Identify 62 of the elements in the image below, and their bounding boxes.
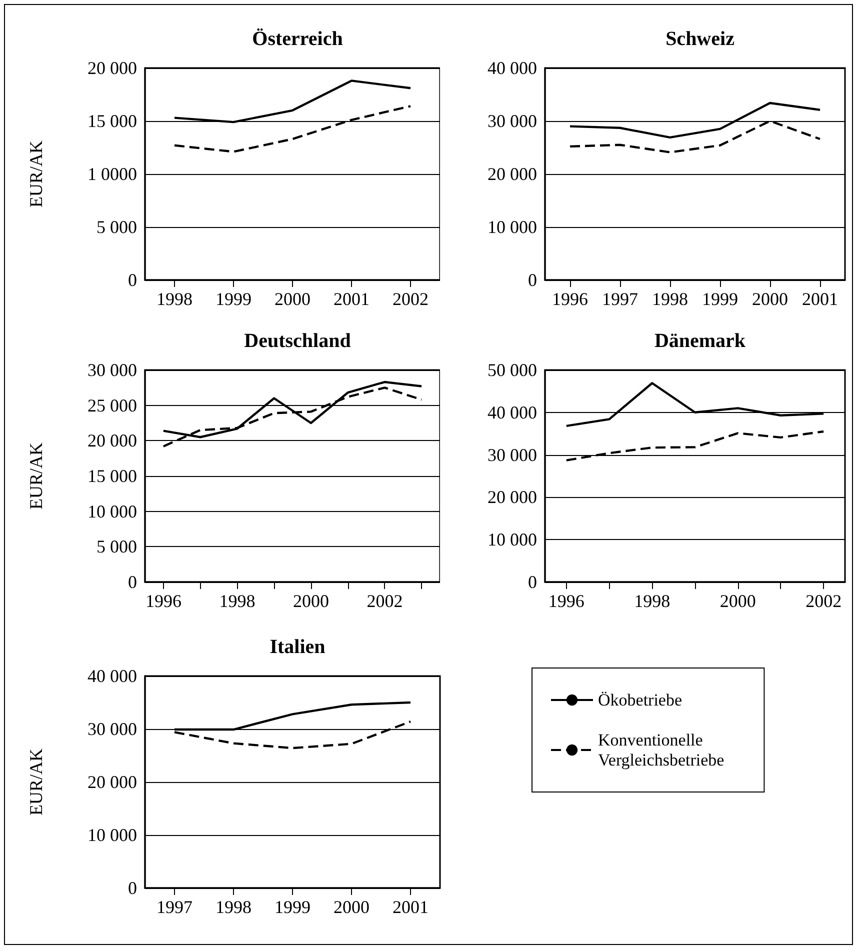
y-tick-label: 20 000 <box>88 772 137 792</box>
y-tick-label: 25 000 <box>88 395 137 416</box>
x-tick-label: 2002 <box>806 591 842 611</box>
x-tick-label: 1998 <box>219 591 256 611</box>
x-tick-label: 1998 <box>156 289 192 309</box>
y-tick-label: 10 000 <box>488 530 537 550</box>
y-tick-label: 40 000 <box>88 666 137 686</box>
x-tick-label: 1997 <box>156 897 192 917</box>
x-tick-label: 2000 <box>752 289 788 309</box>
y-tick-label: 30 000 <box>88 360 137 380</box>
y-tick-label: 0 <box>528 270 537 290</box>
y-tick-label: 30 000 <box>488 444 537 465</box>
x-tick-label: 1996 <box>145 591 182 611</box>
x-tick-label: 1999 <box>274 897 310 917</box>
x-tick-label: 1998 <box>634 591 670 611</box>
x-tick-label: 1998 <box>216 897 252 917</box>
y-tick-label: 40 000 <box>488 58 537 78</box>
x-tick-label: 2000 <box>274 289 310 309</box>
x-tick-label: 2001 <box>802 289 838 309</box>
chart-title: Österreich <box>252 28 343 50</box>
x-tick-label: 2001 <box>392 897 428 917</box>
y-tick-label: 30 000 <box>488 111 537 131</box>
y-tick-label: 0 <box>128 878 137 898</box>
x-tick-label: 1999 <box>702 289 738 309</box>
y-axis-title: EUR/AK <box>26 140 46 208</box>
x-tick-label: 2000 <box>720 591 756 611</box>
legend-label: Ökobetriebe <box>598 690 682 710</box>
y-tick-label: 30 000 <box>88 719 137 739</box>
y-tick-label: 10 000 <box>488 217 537 237</box>
x-tick-label: 2000 <box>292 591 329 611</box>
x-tick-label: 1998 <box>652 289 688 309</box>
y-tick-label: 50 000 <box>488 360 537 380</box>
y-tick-label: 10 000 <box>88 825 137 845</box>
y-tick-label: 40 000 <box>488 402 537 422</box>
y-tick-label: 0 <box>128 270 137 290</box>
chart-title: Dänemark <box>654 330 746 352</box>
y-axis-title: EUR/AK <box>26 442 46 510</box>
y-tick-label: 5 000 <box>96 217 137 237</box>
chart-title: Italien <box>270 636 326 658</box>
x-tick-label: 2002 <box>366 591 403 611</box>
y-tick-label: 0 <box>528 572 537 592</box>
x-tick-label: 1996 <box>552 289 588 309</box>
y-tick-label: 20 000 <box>488 164 537 184</box>
y-tick-label: 15 000 <box>88 111 137 131</box>
x-tick-label: 2001 <box>334 289 370 309</box>
y-tick-label: 20 000 <box>88 58 137 78</box>
y-tick-label: 20 000 <box>488 487 537 508</box>
y-tick-label: 0 <box>128 572 137 592</box>
x-tick-label: 2000 <box>334 897 370 917</box>
y-axis-title: EUR/AK <box>26 748 46 816</box>
chart-title: Schweiz <box>666 28 735 50</box>
legend-label: Konventionelle Vergleichsbetriebe <box>598 730 724 770</box>
y-tick-label: 1 0000 <box>88 164 137 184</box>
x-tick-label: 1999 <box>216 289 252 309</box>
y-tick-label: 10 000 <box>88 501 137 522</box>
y-tick-label: 15 000 <box>88 466 137 486</box>
y-tick-label: 5 000 <box>96 536 137 557</box>
x-tick-label: 1996 <box>548 591 584 611</box>
x-tick-label: 2002 <box>392 289 428 309</box>
y-tick-label: 20 000 <box>88 430 137 451</box>
x-tick-label: 1997 <box>602 289 638 309</box>
chart-title: Deutschland <box>244 330 351 352</box>
